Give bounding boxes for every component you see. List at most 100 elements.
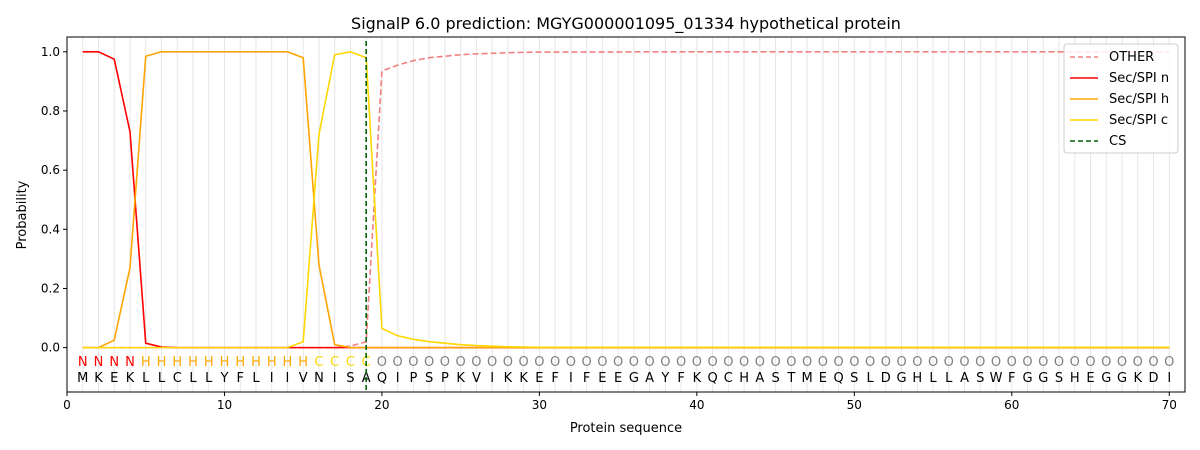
legend-entry: Sec/SPI n (1109, 71, 1169, 86)
region-label: O (676, 355, 686, 370)
region-label: H (172, 355, 182, 370)
region-label: O (597, 355, 607, 370)
region-label: H (204, 355, 214, 370)
region-label: O (1022, 355, 1032, 370)
region-label: O (1164, 355, 1174, 370)
region-label: O (1054, 355, 1064, 370)
x-tick-label: 70 (1162, 398, 1177, 412)
region-label: N (125, 355, 135, 370)
region-label: H (141, 355, 151, 370)
y-tick-label: 0.8 (41, 104, 60, 118)
series-line-sec-spi-h (82, 50, 1170, 349)
region-label: O (519, 355, 529, 370)
region-label: C (314, 355, 323, 370)
region-label: O (770, 355, 780, 370)
region-label: O (645, 355, 655, 370)
legend-entry: OTHER (1109, 50, 1154, 65)
region-label: H (283, 355, 293, 370)
plot-frame (66, 36, 1186, 393)
x-tick-label: 60 (1004, 398, 1019, 412)
residue-sequence: MKEKLLCLLYFLIIVNISAQIPSPKVIKKEFIFEEGAYFK… (77, 371, 1171, 386)
region-label: O (865, 355, 875, 370)
legend-entry: Sec/SPI h (1109, 92, 1169, 107)
region-label: O (1148, 355, 1158, 370)
y-tick-label: 0.2 (41, 281, 60, 295)
region-label: O (393, 355, 403, 370)
region-label: O (613, 355, 623, 370)
y-axis-label: Probability (15, 180, 30, 249)
region-label: O (456, 355, 466, 370)
region-label: O (912, 355, 922, 370)
region-label: O (944, 355, 954, 370)
region-label: O (471, 355, 481, 370)
region-label: O (1117, 355, 1127, 370)
region-label: H (267, 355, 277, 370)
x-tick-label: 20 (374, 398, 389, 412)
region-label: O (550, 355, 560, 370)
region-label: C (330, 355, 339, 370)
legend-entry: CS (1109, 134, 1126, 149)
region-label: O (849, 355, 859, 370)
x-tick-label: 0 (63, 398, 71, 412)
region-label: O (660, 355, 670, 370)
region-label: O (566, 355, 576, 370)
region-label: H (251, 355, 261, 370)
x-tick-label: 40 (689, 398, 704, 412)
x-axis-label: Protein sequence (570, 421, 682, 436)
y-tick-label: 0.6 (41, 163, 60, 177)
region-label: O (377, 355, 387, 370)
legend-box (1063, 43, 1179, 154)
y-tick-label: 0.0 (41, 341, 60, 355)
region-label: O (881, 355, 891, 370)
region-label: H (298, 355, 308, 370)
series-line-sec-spi-n (82, 50, 1170, 349)
region-label: O (1038, 355, 1048, 370)
region-label: O (755, 355, 765, 370)
region-label: O (739, 355, 749, 370)
region-label: O (959, 355, 969, 370)
region-label: O (629, 355, 639, 370)
x-tick-label: 50 (847, 398, 862, 412)
chart-title: SignalP 6.0 prediction: MGYG000001095_01… (351, 14, 901, 34)
region-label: O (534, 355, 544, 370)
region-label: H (235, 355, 245, 370)
region-label: O (503, 355, 513, 370)
y-tick-label: 0.4 (41, 222, 60, 236)
region-label: H (220, 355, 230, 370)
region-label: C (346, 355, 355, 370)
region-label: O (975, 355, 985, 370)
region-label: O (692, 355, 702, 370)
region-label: O (896, 355, 906, 370)
region-label: O (1133, 355, 1143, 370)
series-line-other (82, 50, 1170, 349)
region-label: O (818, 355, 828, 370)
x-tick-label: 30 (532, 398, 547, 412)
region-label: O (833, 355, 843, 370)
legend: OTHER Sec/SPI n Sec/SPI h Sec/SPI c CS (1063, 43, 1179, 154)
region-label: O (723, 355, 733, 370)
region-label: O (1101, 355, 1111, 370)
region-label: O (424, 355, 434, 370)
region-label: O (928, 355, 938, 370)
region-label: O (440, 355, 450, 370)
region-label: O (802, 355, 812, 370)
region-label: O (582, 355, 592, 370)
y-tick-label: 1.0 (41, 45, 60, 59)
region-label: H (188, 355, 198, 370)
region-label: N (109, 355, 119, 370)
series-line-sec-spi-c (82, 50, 1170, 349)
region-label: O (786, 355, 796, 370)
region-label: O (707, 355, 717, 370)
region-label: O (1007, 355, 1017, 370)
region-label: N (94, 355, 104, 370)
region-label: O (1085, 355, 1095, 370)
x-tick-label: 10 (217, 398, 232, 412)
region-label: H (157, 355, 167, 370)
region-label: O (991, 355, 1001, 370)
legend-entry: Sec/SPI c (1109, 113, 1168, 128)
region-label: O (487, 355, 497, 370)
region-label: O (408, 355, 418, 370)
region-label: N (78, 355, 88, 370)
region-label: O (1070, 355, 1080, 370)
